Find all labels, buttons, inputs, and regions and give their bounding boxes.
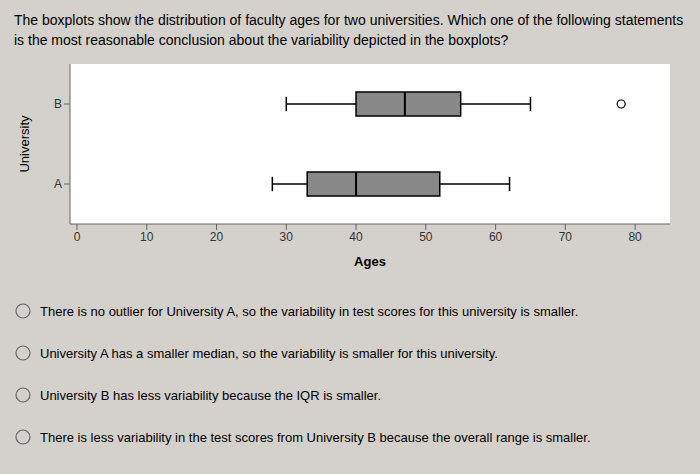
- svg-text:A: A: [54, 177, 62, 191]
- svg-text:20: 20: [210, 230, 224, 244]
- svg-text:10: 10: [140, 230, 154, 244]
- html-text:There is less variability in t: There is less variability in the test sc…: [40, 429, 591, 445]
- html-text:The boxplots show the distribu: The boxplots show the distribution of fa…: [14, 12, 684, 48]
- svg-text:0: 0: [74, 230, 81, 244]
- html-text:University A has a smaller med: University A has a smaller median, so th…: [40, 345, 498, 361]
- svg-text:40: 40: [349, 230, 363, 244]
- svg-text:70: 70: [559, 230, 573, 244]
- html-text:University B has less variabil: University B has less variability becaus…: [40, 387, 381, 403]
- html-text:There is no outlier for Univer: There is no outlier for University A, so…: [40, 303, 579, 319]
- svg-text:50: 50: [419, 230, 433, 244]
- svg-text:Ages: Ages: [354, 254, 386, 269]
- svg-text:80: 80: [628, 230, 642, 244]
- svg-text:University: University: [17, 115, 32, 173]
- svg-text:60: 60: [489, 230, 503, 244]
- svg-text:30: 30: [280, 230, 294, 244]
- svg-text:B: B: [54, 97, 62, 111]
